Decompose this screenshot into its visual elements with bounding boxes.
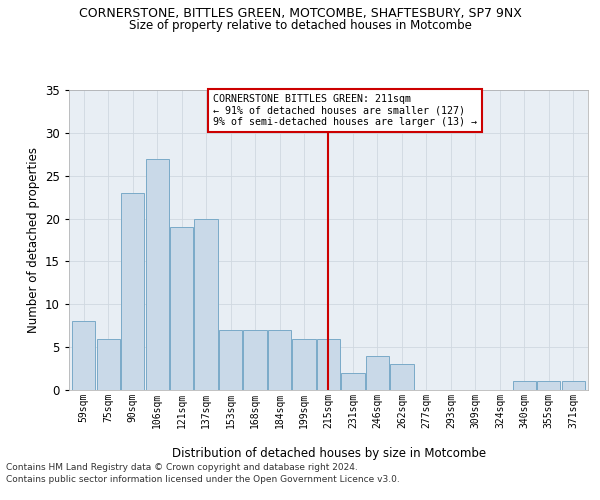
Bar [219,330,242,390]
Bar [292,338,316,390]
Text: Contains public sector information licensed under the Open Government Licence v3: Contains public sector information licen… [6,475,400,484]
Text: CORNERSTONE, BITTLES GREEN, MOTCOMBE, SHAFTESBURY, SP7 9NX: CORNERSTONE, BITTLES GREEN, MOTCOMBE, SH… [79,8,521,20]
Bar [170,227,193,390]
Bar [513,382,536,390]
Bar [341,373,365,390]
Bar [146,158,169,390]
Bar [366,356,389,390]
Bar [268,330,291,390]
Bar [562,382,585,390]
Bar [391,364,413,390]
Text: CORNERSTONE BITTLES GREEN: 211sqm
← 91% of detached houses are smaller (127)
9% : CORNERSTONE BITTLES GREEN: 211sqm ← 91% … [214,94,478,128]
Bar [317,338,340,390]
Text: Distribution of detached houses by size in Motcombe: Distribution of detached houses by size … [172,448,486,460]
Bar [97,338,120,390]
Bar [537,382,560,390]
Text: Size of property relative to detached houses in Motcombe: Size of property relative to detached ho… [128,18,472,32]
Text: Contains HM Land Registry data © Crown copyright and database right 2024.: Contains HM Land Registry data © Crown c… [6,464,358,472]
Bar [121,193,144,390]
Bar [72,322,95,390]
Bar [194,218,218,390]
Y-axis label: Number of detached properties: Number of detached properties [26,147,40,333]
Bar [244,330,266,390]
